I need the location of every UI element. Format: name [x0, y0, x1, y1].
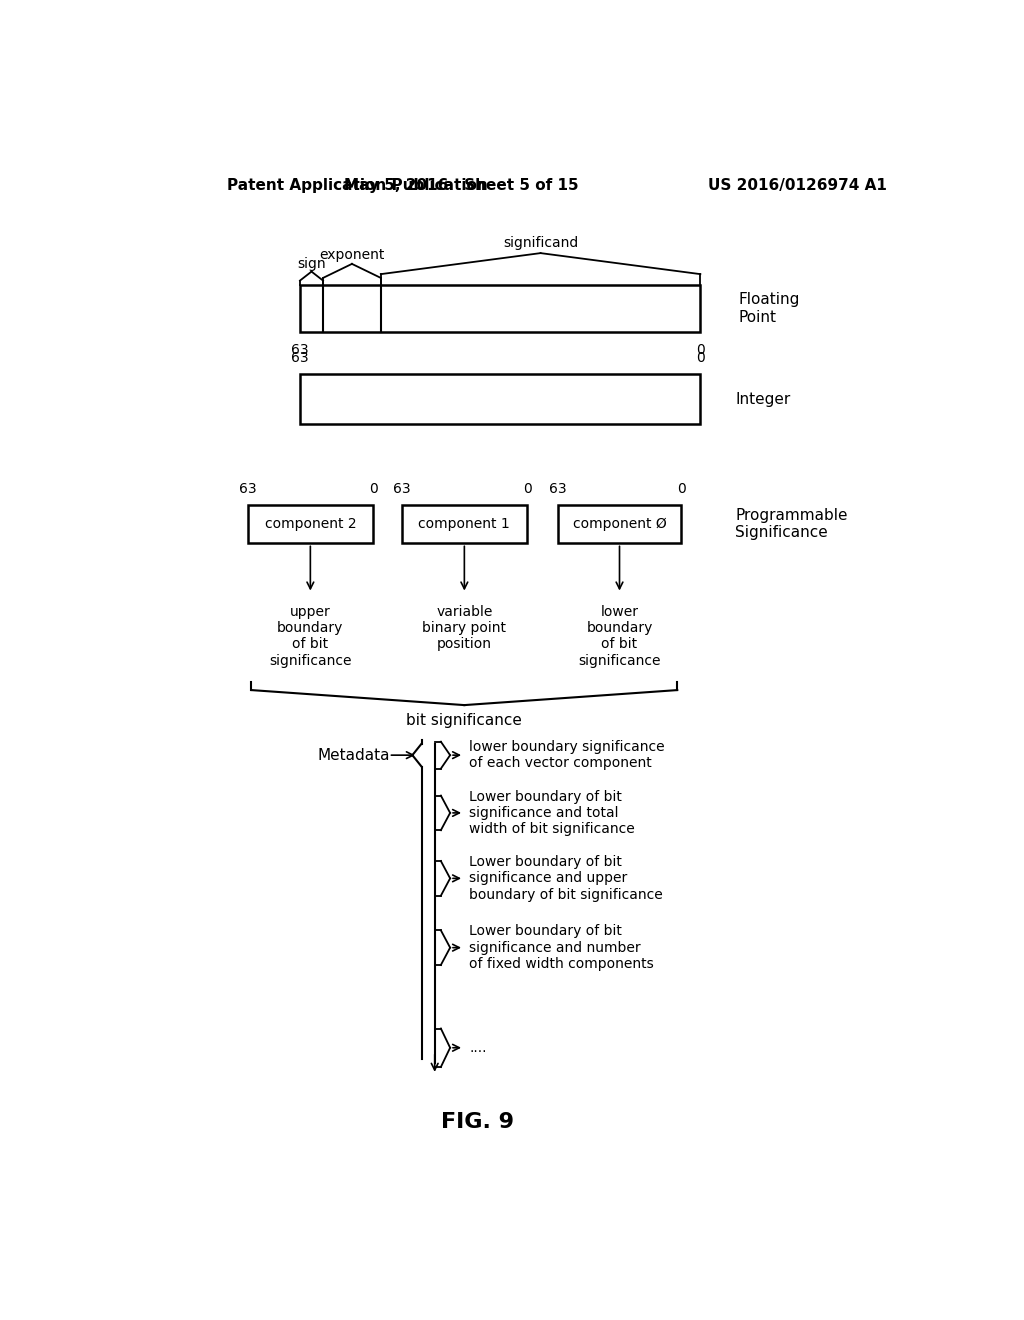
- Text: lower
boundary
of bit
significance: lower boundary of bit significance: [579, 605, 660, 668]
- Text: 0: 0: [677, 482, 685, 496]
- Text: component Ø: component Ø: [572, 517, 667, 531]
- Text: significand: significand: [503, 236, 579, 249]
- Text: lower boundary significance
of each vector component: lower boundary significance of each vect…: [469, 741, 665, 771]
- Bar: [558, 506, 681, 544]
- Text: 0: 0: [369, 482, 378, 496]
- Text: Integer: Integer: [735, 392, 791, 407]
- Text: 0: 0: [696, 351, 705, 364]
- Text: FIG. 9: FIG. 9: [440, 1113, 514, 1133]
- Text: component 1: component 1: [419, 517, 510, 531]
- Bar: [401, 506, 527, 544]
- Text: 63: 63: [549, 482, 566, 496]
- Text: bit significance: bit significance: [407, 713, 522, 727]
- Text: sign: sign: [297, 257, 326, 271]
- Text: variable
binary point
position: variable binary point position: [422, 605, 506, 651]
- Text: Floating
Point: Floating Point: [739, 292, 800, 325]
- Text: 63: 63: [239, 482, 256, 496]
- Text: May 5, 2016   Sheet 5 of 15: May 5, 2016 Sheet 5 of 15: [344, 178, 579, 193]
- Text: upper
boundary
of bit
significance: upper boundary of bit significance: [269, 605, 351, 668]
- Text: Lower boundary of bit
significance and upper
boundary of bit significance: Lower boundary of bit significance and u…: [469, 855, 664, 902]
- Text: 63: 63: [291, 343, 309, 358]
- Text: exponent: exponent: [319, 248, 385, 261]
- Bar: [300, 374, 700, 424]
- Text: ....: ....: [469, 1040, 486, 1055]
- Text: Patent Application Publication: Patent Application Publication: [226, 178, 487, 193]
- Text: 63: 63: [393, 482, 411, 496]
- Text: US 2016/0126974 A1: US 2016/0126974 A1: [708, 178, 887, 193]
- Text: 0: 0: [522, 482, 531, 496]
- Text: Lower boundary of bit
significance and total
width of bit significance: Lower boundary of bit significance and t…: [469, 789, 635, 836]
- Text: component 2: component 2: [264, 517, 356, 531]
- Text: Lower boundary of bit
significance and number
of fixed width components: Lower boundary of bit significance and n…: [469, 924, 654, 970]
- Text: 0: 0: [696, 343, 705, 358]
- Text: 63: 63: [291, 351, 309, 364]
- Bar: [300, 285, 700, 331]
- Text: Metadata: Metadata: [317, 747, 390, 763]
- Bar: [248, 506, 373, 544]
- Text: Programmable
Significance: Programmable Significance: [735, 508, 848, 540]
